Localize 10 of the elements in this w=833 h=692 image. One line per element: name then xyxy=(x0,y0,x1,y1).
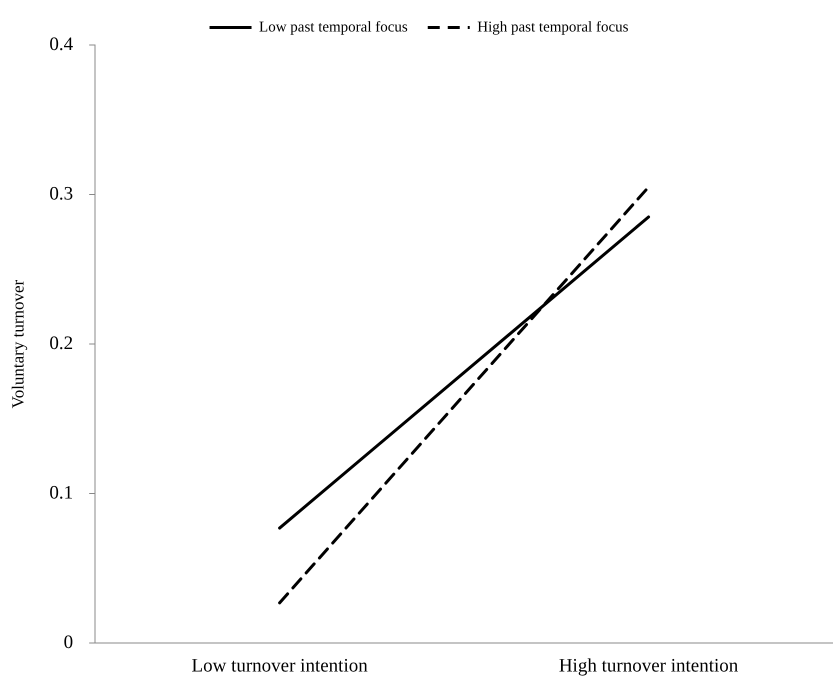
y-axis-title: Voluntary turnover xyxy=(8,279,28,408)
legend-label: High past temporal focus xyxy=(477,19,629,36)
x-tick-label: Low turnover intention xyxy=(191,656,368,677)
y-tick-label: 0.4 xyxy=(49,34,74,55)
y-tick-label: 0.1 xyxy=(49,482,74,504)
y-tick-label: 0.3 xyxy=(49,184,74,205)
y-tick-label: 0.2 xyxy=(49,333,74,354)
legend-label: Low past temporal focus xyxy=(259,19,408,36)
x-tick-label: High turnover intention xyxy=(558,656,739,677)
y-tick-label: 0 xyxy=(64,632,74,654)
